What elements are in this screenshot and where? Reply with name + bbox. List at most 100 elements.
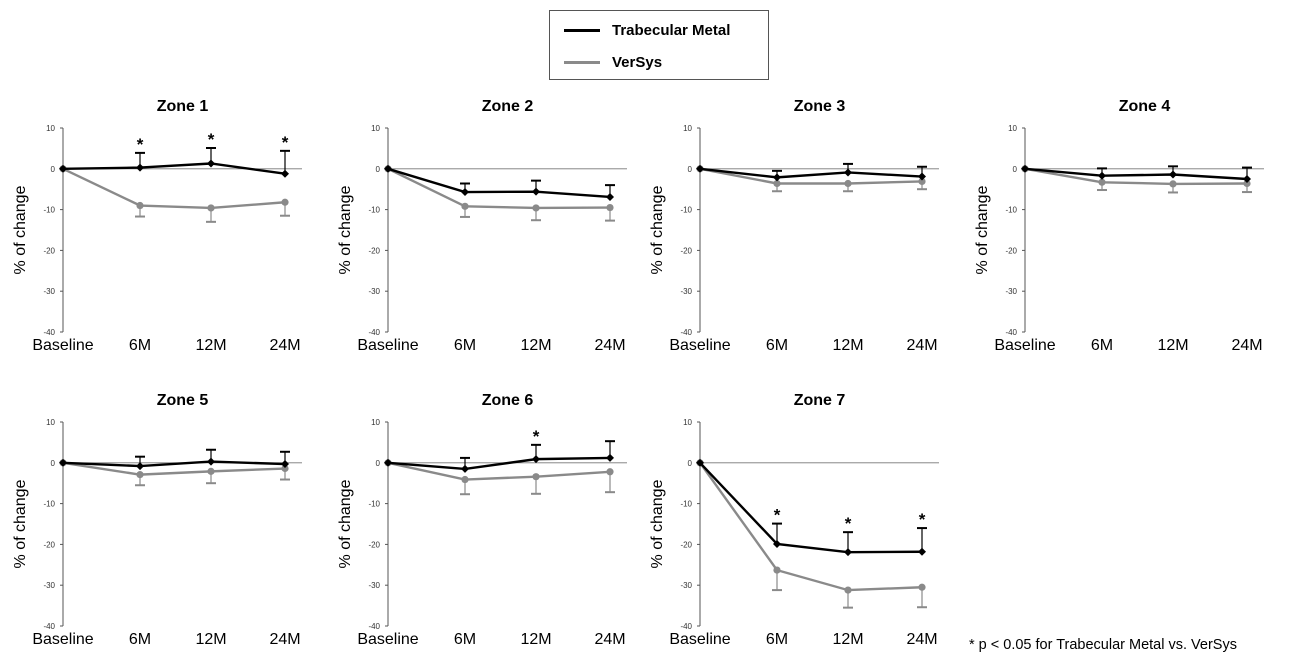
significance-star: * xyxy=(533,427,540,446)
data-point xyxy=(281,464,289,473)
y-tick-label: -30 xyxy=(43,287,55,296)
y-tick-label: -40 xyxy=(368,622,380,631)
x-tick-label: 6M xyxy=(454,631,476,648)
y-tick-label: -20 xyxy=(43,246,55,255)
data-point xyxy=(918,172,926,181)
chart-zone-6: Zone 6 10 0 -10 -20 -30 -40 % of change Baseline… xyxy=(337,392,627,648)
y-tick-label: -20 xyxy=(680,540,692,549)
data-point xyxy=(281,198,289,206)
y-tick-label: -30 xyxy=(43,581,55,590)
y-tick-label: 10 xyxy=(683,124,692,133)
y-tick-label: -10 xyxy=(680,500,692,509)
data-point xyxy=(136,471,144,479)
data-point xyxy=(461,202,469,210)
y-tick-label: -40 xyxy=(368,328,380,337)
x-tick-label: 24M xyxy=(594,631,625,648)
series-trabecular-metal xyxy=(384,164,615,201)
series-versys xyxy=(59,165,290,223)
data-point xyxy=(384,164,392,173)
x-tick-label: 24M xyxy=(594,337,625,354)
data-point xyxy=(844,168,852,177)
y-axis-label: % of change xyxy=(649,185,666,274)
y-tick-label: 10 xyxy=(46,124,55,133)
significance-star: * xyxy=(137,135,144,154)
y-tick-label: -10 xyxy=(368,206,380,215)
series-versys xyxy=(384,165,615,222)
x-tick-label: 24M xyxy=(1231,337,1262,354)
data-point xyxy=(207,159,215,168)
x-tick-label: 12M xyxy=(832,631,863,648)
data-point xyxy=(1243,179,1251,188)
series-trabecular-metal xyxy=(59,448,290,471)
y-tick-label: -40 xyxy=(680,622,692,631)
data-point xyxy=(1098,178,1106,186)
legend-item-trabecular-metal: Trabecular Metal xyxy=(564,20,730,40)
x-tick-label: 12M xyxy=(832,337,863,354)
data-point xyxy=(606,192,614,201)
y-tick-label: 10 xyxy=(371,418,380,427)
series-versys xyxy=(1021,165,1252,194)
data-point xyxy=(281,460,289,469)
series-line xyxy=(62,167,286,210)
series-line xyxy=(1024,167,1248,186)
y-tick-label: -10 xyxy=(43,500,55,509)
x-tick-label: 24M xyxy=(906,631,937,648)
y-tick-label: -20 xyxy=(368,246,380,255)
x-tick-label: 6M xyxy=(766,631,788,648)
chart-zone-3: Zone 3 10 0 -10 -20 -30 -40 % of change Baseline… xyxy=(649,98,939,354)
x-tick-label: 12M xyxy=(195,631,226,648)
data-point xyxy=(1169,170,1177,179)
x-tick-label: 6M xyxy=(1091,337,1113,354)
legend-item-versys: VerSys xyxy=(564,52,662,72)
data-point xyxy=(773,539,781,548)
y-tick-label: 0 xyxy=(688,459,693,468)
legend-label-trabecular-metal: Trabecular Metal xyxy=(612,21,731,39)
significance-star: * xyxy=(282,133,289,152)
y-tick-label: 10 xyxy=(1008,124,1017,133)
y-tick-label: -30 xyxy=(368,581,380,590)
x-tick-label: 12M xyxy=(1157,337,1188,354)
data-point xyxy=(207,204,215,212)
x-tick-label: 24M xyxy=(269,337,300,354)
chart-title: Zone 2 xyxy=(482,98,534,115)
y-tick-label: -30 xyxy=(1005,287,1017,296)
x-tick-label: 12M xyxy=(520,631,551,648)
significance-star: * xyxy=(774,506,781,525)
series-line xyxy=(62,460,286,468)
data-point xyxy=(461,188,469,197)
data-point xyxy=(606,203,614,212)
y-tick-label: -10 xyxy=(368,500,380,509)
y-tick-label: -40 xyxy=(1005,328,1017,337)
y-tick-label: -10 xyxy=(680,206,692,215)
data-point xyxy=(1021,164,1029,173)
legend-swatch-trabecular-metal xyxy=(564,28,600,32)
chart-title: Zone 5 xyxy=(157,392,209,409)
x-tick-label: Baseline xyxy=(669,631,730,648)
y-tick-label: -20 xyxy=(680,246,692,255)
legend: Trabecular Metal VerSys xyxy=(549,10,769,80)
data-point xyxy=(606,453,614,462)
series-line xyxy=(387,167,611,210)
series-line xyxy=(699,167,923,179)
y-tick-label: -20 xyxy=(368,540,380,549)
y-axis-label: % of change xyxy=(974,185,991,274)
data-point xyxy=(384,458,392,467)
y-axis-label: % of change xyxy=(649,479,666,568)
y-tick-label: -10 xyxy=(1005,206,1017,215)
y-tick-label: -20 xyxy=(43,540,55,549)
series-versys xyxy=(696,165,927,193)
y-tick-label: 10 xyxy=(46,418,55,427)
series-line xyxy=(699,167,923,185)
y-tick-label: -40 xyxy=(680,328,692,337)
data-point xyxy=(59,164,67,173)
data-point xyxy=(773,179,781,188)
y-tick-label: -30 xyxy=(680,287,692,296)
data-point xyxy=(532,204,540,212)
significance-star: * xyxy=(919,510,926,529)
chart-title: Zone 6 xyxy=(482,392,534,409)
chart-title: Zone 7 xyxy=(794,392,846,409)
chart-zone-7: Zone 7 10 0 -10 -20 -30 -40 % of change Baseline… xyxy=(649,392,939,648)
data-point xyxy=(532,473,540,481)
data-point xyxy=(136,462,144,471)
data-point xyxy=(773,173,781,182)
